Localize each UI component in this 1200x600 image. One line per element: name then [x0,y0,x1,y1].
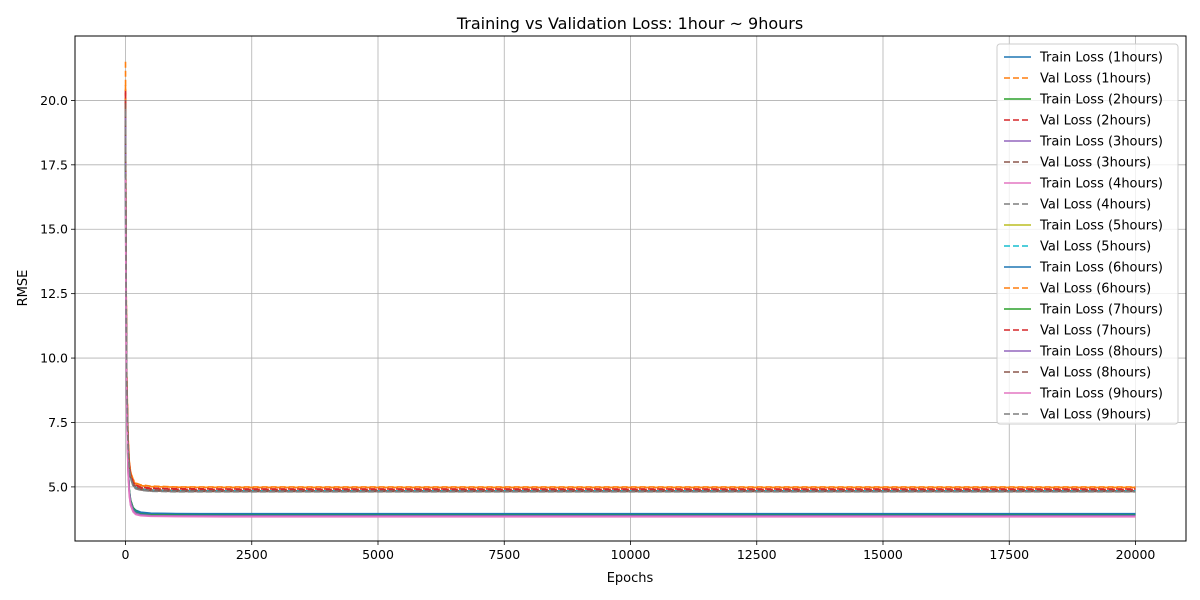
legend: Train Loss (1hours) Val Loss (1hours) Trai… [996,43,1179,425]
x-tick-label: 2500 [236,547,268,562]
legend-label: Train Loss (6hours) [1039,261,1163,276]
y-tick-label: 7.5 [48,415,68,430]
x-tick-label: 12500 [737,547,777,562]
legend-label: Train Loss (7hours) [1039,303,1163,318]
legend-label: Train Loss (8hours) [1039,345,1163,360]
legend-label: Val Loss (6hours) [1040,282,1151,297]
legend-label: Train Loss (3hours) [1039,135,1163,150]
y-axis-ticks: 5.0 7.5 10.0 12.5 15.0 17.5 20.0 [40,93,75,494]
y-tick-label: 15.0 [40,222,68,237]
legend-label: Val Loss (5hours) [1040,240,1151,255]
legend-label: Val Loss (4hours) [1040,198,1151,213]
legend-label: Train Loss (4hours) [1039,177,1163,192]
x-tick-label: 10000 [611,547,651,562]
series-lines [124,61,1136,518]
x-tick-label: 5000 [362,547,394,562]
legend-label: Val Loss (3hours) [1040,156,1151,171]
legend-label: Train Loss (1hours) [1039,51,1163,66]
x-tick-label: 17500 [989,547,1029,562]
legend-label: Train Loss (5hours) [1039,219,1163,234]
series-line-6 [124,97,1136,492]
series-line-2 [124,61,1136,488]
series-line-18 [124,110,1136,493]
y-tick-label: 5.0 [48,479,68,494]
x-tick-label: 0 [122,547,130,562]
legend-label: Val Loss (2hours) [1040,114,1151,129]
legend-label: Val Loss (1hours) [1040,72,1151,87]
series-line-17 [124,177,1136,518]
y-tick-label: 17.5 [40,157,68,172]
y-tick-label: 12.5 [40,286,68,301]
chart-title: Training vs Validation Loss: 1hour ~ 9ho… [456,14,803,33]
y-axis-title: RMSE [16,270,31,307]
x-tick-label: 15000 [863,547,903,562]
x-axis-ticks: 0 2500 5000 7500 10000 12500 15000 17500 20000 [122,541,1156,562]
legend-label: Val Loss (7hours) [1040,324,1151,339]
x-tick-label: 7500 [488,547,520,562]
legend-box [996,43,1179,425]
x-tick-label: 20000 [1116,547,1156,562]
legend-label: Val Loss (9hours) [1040,408,1151,423]
legend-label: Train Loss (2hours) [1039,93,1163,108]
x-axis-title: Epochs [607,571,654,586]
y-tick-label: 20.0 [40,93,68,108]
legend-label: Train Loss (9hours) [1039,387,1163,402]
y-tick-label: 10.0 [40,351,68,366]
legend-label: Val Loss (8hours) [1040,366,1151,381]
legend-items: Train Loss (1hours) Val Loss (1hours) Trai… [1004,51,1163,423]
